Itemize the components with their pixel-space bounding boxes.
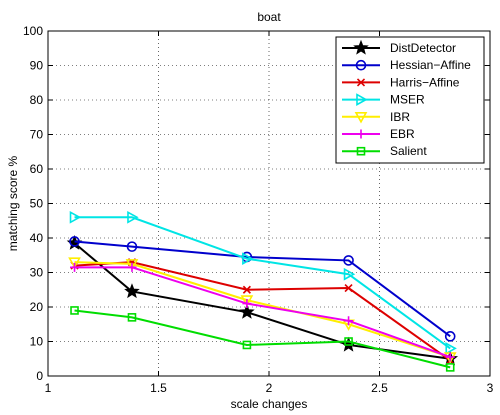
x-tick-label: 2	[266, 381, 273, 395]
data-point	[444, 331, 456, 342]
y-tick-label: 70	[30, 128, 44, 142]
series-line	[74, 216, 451, 350]
legend-entry: Harris−Affine	[342, 75, 460, 89]
y-tick-label: 10	[30, 335, 44, 349]
data-point	[69, 236, 80, 247]
legend-entry: MSER	[342, 93, 425, 107]
y-tick-label: 30	[30, 266, 44, 280]
data-point	[127, 262, 137, 272]
data-point	[69, 210, 82, 224]
data-point	[344, 283, 353, 293]
y-tick-label: 50	[30, 197, 44, 211]
data-point	[344, 337, 353, 346]
legend-entry: EBR	[342, 127, 415, 141]
y-tick-label: 0	[36, 369, 43, 383]
y-tick-label: 80	[30, 93, 44, 107]
legend-label: DistDetector	[390, 41, 456, 55]
legend-label: Harris−Affine	[390, 75, 460, 89]
series-layer	[66, 210, 459, 372]
data-point	[239, 303, 255, 319]
data-point	[127, 210, 139, 224]
legend-marker	[353, 39, 369, 55]
data-point	[242, 340, 252, 350]
legend-marker	[356, 93, 368, 106]
data-point	[242, 285, 251, 294]
legend-entry: Salient	[342, 144, 427, 158]
data-point	[127, 313, 137, 322]
y-tick-label: 20	[30, 300, 44, 314]
chart-title: boat	[257, 10, 281, 24]
y-tick-label: 40	[30, 231, 44, 245]
legend-marker	[354, 112, 368, 124]
series-5	[70, 262, 455, 362]
x-tick-label: 1	[45, 381, 52, 395]
data-point	[343, 267, 356, 281]
x-axis-title: scale changes	[231, 397, 308, 411]
data-point	[344, 316, 354, 326]
data-point	[70, 262, 80, 272]
legend-marker	[356, 129, 366, 139]
legend-label: Hessian−Affine	[390, 58, 471, 72]
data-point	[126, 241, 138, 252]
series-line	[74, 309, 451, 369]
legend: DistDetector Hessian−Affine Harris−Affine M…	[335, 36, 485, 164]
series-3	[69, 210, 457, 355]
legend-label: EBR	[390, 127, 415, 141]
y-tick-label: 90	[30, 59, 44, 73]
y-tick-label: 60	[30, 162, 44, 176]
legend-marker	[356, 78, 366, 87]
x-tick-label: 3	[487, 381, 494, 395]
y-tick-label: 100	[23, 24, 43, 38]
data-point	[445, 352, 455, 362]
data-point	[242, 299, 252, 309]
data-point	[242, 252, 254, 266]
legend-marker	[356, 146, 366, 156]
x-tick-label: 1.5	[150, 381, 167, 395]
data-point	[240, 295, 254, 307]
data-point	[124, 283, 140, 299]
legend-entry: IBR	[342, 110, 410, 124]
legend-entry: DistDetector	[342, 39, 456, 55]
legend-label: MSER	[390, 93, 425, 107]
data-point	[125, 259, 139, 271]
series-line	[74, 240, 451, 338]
data-point	[68, 257, 81, 269]
data-point	[445, 363, 455, 372]
x-tick-label: 2.5	[371, 381, 388, 395]
data-point	[70, 306, 79, 315]
data-point	[343, 255, 354, 266]
legend-entry: Hessian−Affine	[342, 58, 471, 72]
y-axis-title: matching score %	[6, 155, 20, 251]
legend-label: IBR	[390, 110, 410, 124]
series-6	[70, 306, 455, 372]
legend-label: Salient	[390, 144, 427, 158]
legend-marker	[355, 59, 367, 71]
data-point	[445, 342, 457, 355]
